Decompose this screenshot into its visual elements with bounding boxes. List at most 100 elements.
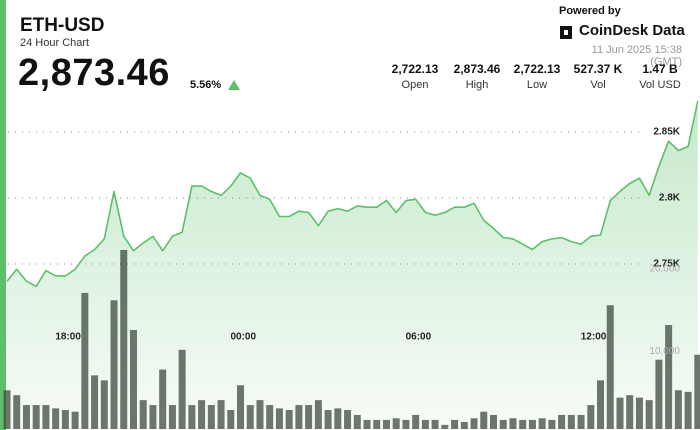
volume-bar [32, 405, 40, 429]
volume-bar [577, 414, 585, 429]
volume-bar [665, 325, 673, 429]
volume-bar [567, 414, 575, 429]
stat-label: Vol USD [639, 79, 681, 91]
volume-bar [431, 419, 439, 429]
volume-bar [217, 400, 225, 429]
title: ETH-USD [20, 15, 105, 36]
stat-value: 1.47 B [642, 62, 678, 76]
volume-bar [168, 405, 176, 429]
volume-bar [460, 421, 468, 429]
volume-bar [626, 395, 634, 429]
volume-bar [480, 411, 488, 429]
volume-bar [616, 397, 624, 429]
volume-bar [635, 397, 643, 429]
stat-label: High [465, 79, 489, 91]
volume-bar [324, 410, 332, 429]
volume-bar [606, 305, 614, 429]
volume-bar [188, 405, 196, 429]
price: 2,873.46 [18, 52, 170, 94]
volume-bar [353, 414, 361, 429]
volume-bar [441, 424, 449, 429]
volume-bar [694, 354, 700, 429]
subtitle: 24 Hour Chart [20, 37, 90, 49]
y2-tick-label: 10,000 [649, 346, 680, 357]
volume-bar [373, 419, 381, 429]
stat-label: Low [526, 79, 548, 91]
up-arrow [228, 80, 240, 90]
volume-bar [597, 380, 605, 429]
volume-bar [61, 410, 69, 429]
volume-bar [100, 380, 108, 429]
volume-bar [674, 390, 682, 429]
volume-bar [246, 405, 254, 429]
y-tick-label: 2.8K [659, 193, 681, 204]
volume-bar [451, 419, 459, 429]
volume-bar [528, 419, 536, 429]
volume-bar [587, 405, 595, 429]
volume-bar [110, 300, 118, 429]
stat-value: 2,722.13 [513, 62, 561, 76]
change: 5.56% [190, 79, 222, 91]
brand: CoinDesk Data [579, 22, 685, 39]
volume-bar [285, 410, 293, 429]
volume-bar [42, 405, 50, 429]
volume-bar [207, 405, 215, 429]
volume-bar [3, 390, 11, 429]
volume-bar [684, 391, 692, 429]
x-tick-label: 00:00 [230, 332, 256, 343]
volume-bar [237, 385, 245, 429]
volume-bar [120, 249, 128, 429]
stat: 527.37 K Vol [563, 62, 633, 91]
stat: 2,722.13 Open [380, 62, 450, 91]
volume-bar [91, 375, 99, 429]
stat: 2,873.46 High [442, 62, 512, 91]
volume-bar [655, 359, 663, 429]
x-tick-label: 12:00 [581, 332, 607, 343]
volume-bar [305, 405, 313, 429]
volume-bar [421, 419, 429, 429]
volume-bar [178, 349, 186, 429]
volume-bar [490, 414, 497, 429]
volume-bar [470, 418, 478, 429]
price-area [7, 101, 698, 430]
volume-bar [159, 369, 167, 429]
volume-bar [275, 408, 283, 429]
volume-bar [227, 410, 235, 429]
volume-bar [392, 418, 400, 429]
powered-by: Powered by [559, 5, 621, 17]
x-tick-label: 06:00 [406, 332, 432, 343]
accent-bar [0, 0, 6, 430]
volume-bar [198, 400, 206, 429]
volume-bar [52, 408, 60, 429]
timestamp: 11 Jun 2025 15:38 (GMT) [591, 44, 682, 68]
volume-bar [558, 414, 566, 429]
volume-bar [538, 418, 546, 429]
volume-bar [295, 405, 303, 429]
volume-bar [22, 405, 30, 429]
stat-value: 527.37 K [573, 62, 623, 76]
volume-bar [382, 419, 390, 429]
stat: 1.47 B Vol USD [625, 62, 695, 91]
y-tick-label: 2.85K [653, 127, 680, 138]
stat-value: 2,873.46 [453, 62, 501, 76]
volume-bar [139, 400, 147, 429]
volume-bar [81, 292, 89, 429]
volume-bar [314, 400, 322, 429]
volume-bar [412, 414, 420, 429]
volume-bar [13, 395, 21, 429]
volume-bar [509, 418, 517, 429]
stat-label: Open [401, 79, 429, 91]
y-tick-label: 2.75K [653, 259, 680, 270]
logo-icon [560, 26, 572, 39]
volume-bar [334, 408, 342, 429]
volume-bar [548, 419, 556, 429]
volume-bar [519, 419, 527, 429]
x-tick-label: 18:00 [55, 332, 81, 343]
volume-bar [363, 419, 371, 429]
y2-tick-label: 20,000 [649, 264, 680, 275]
volume-bar [645, 400, 653, 429]
stat-label: Vol [590, 79, 606, 91]
volume-bar [71, 411, 79, 429]
